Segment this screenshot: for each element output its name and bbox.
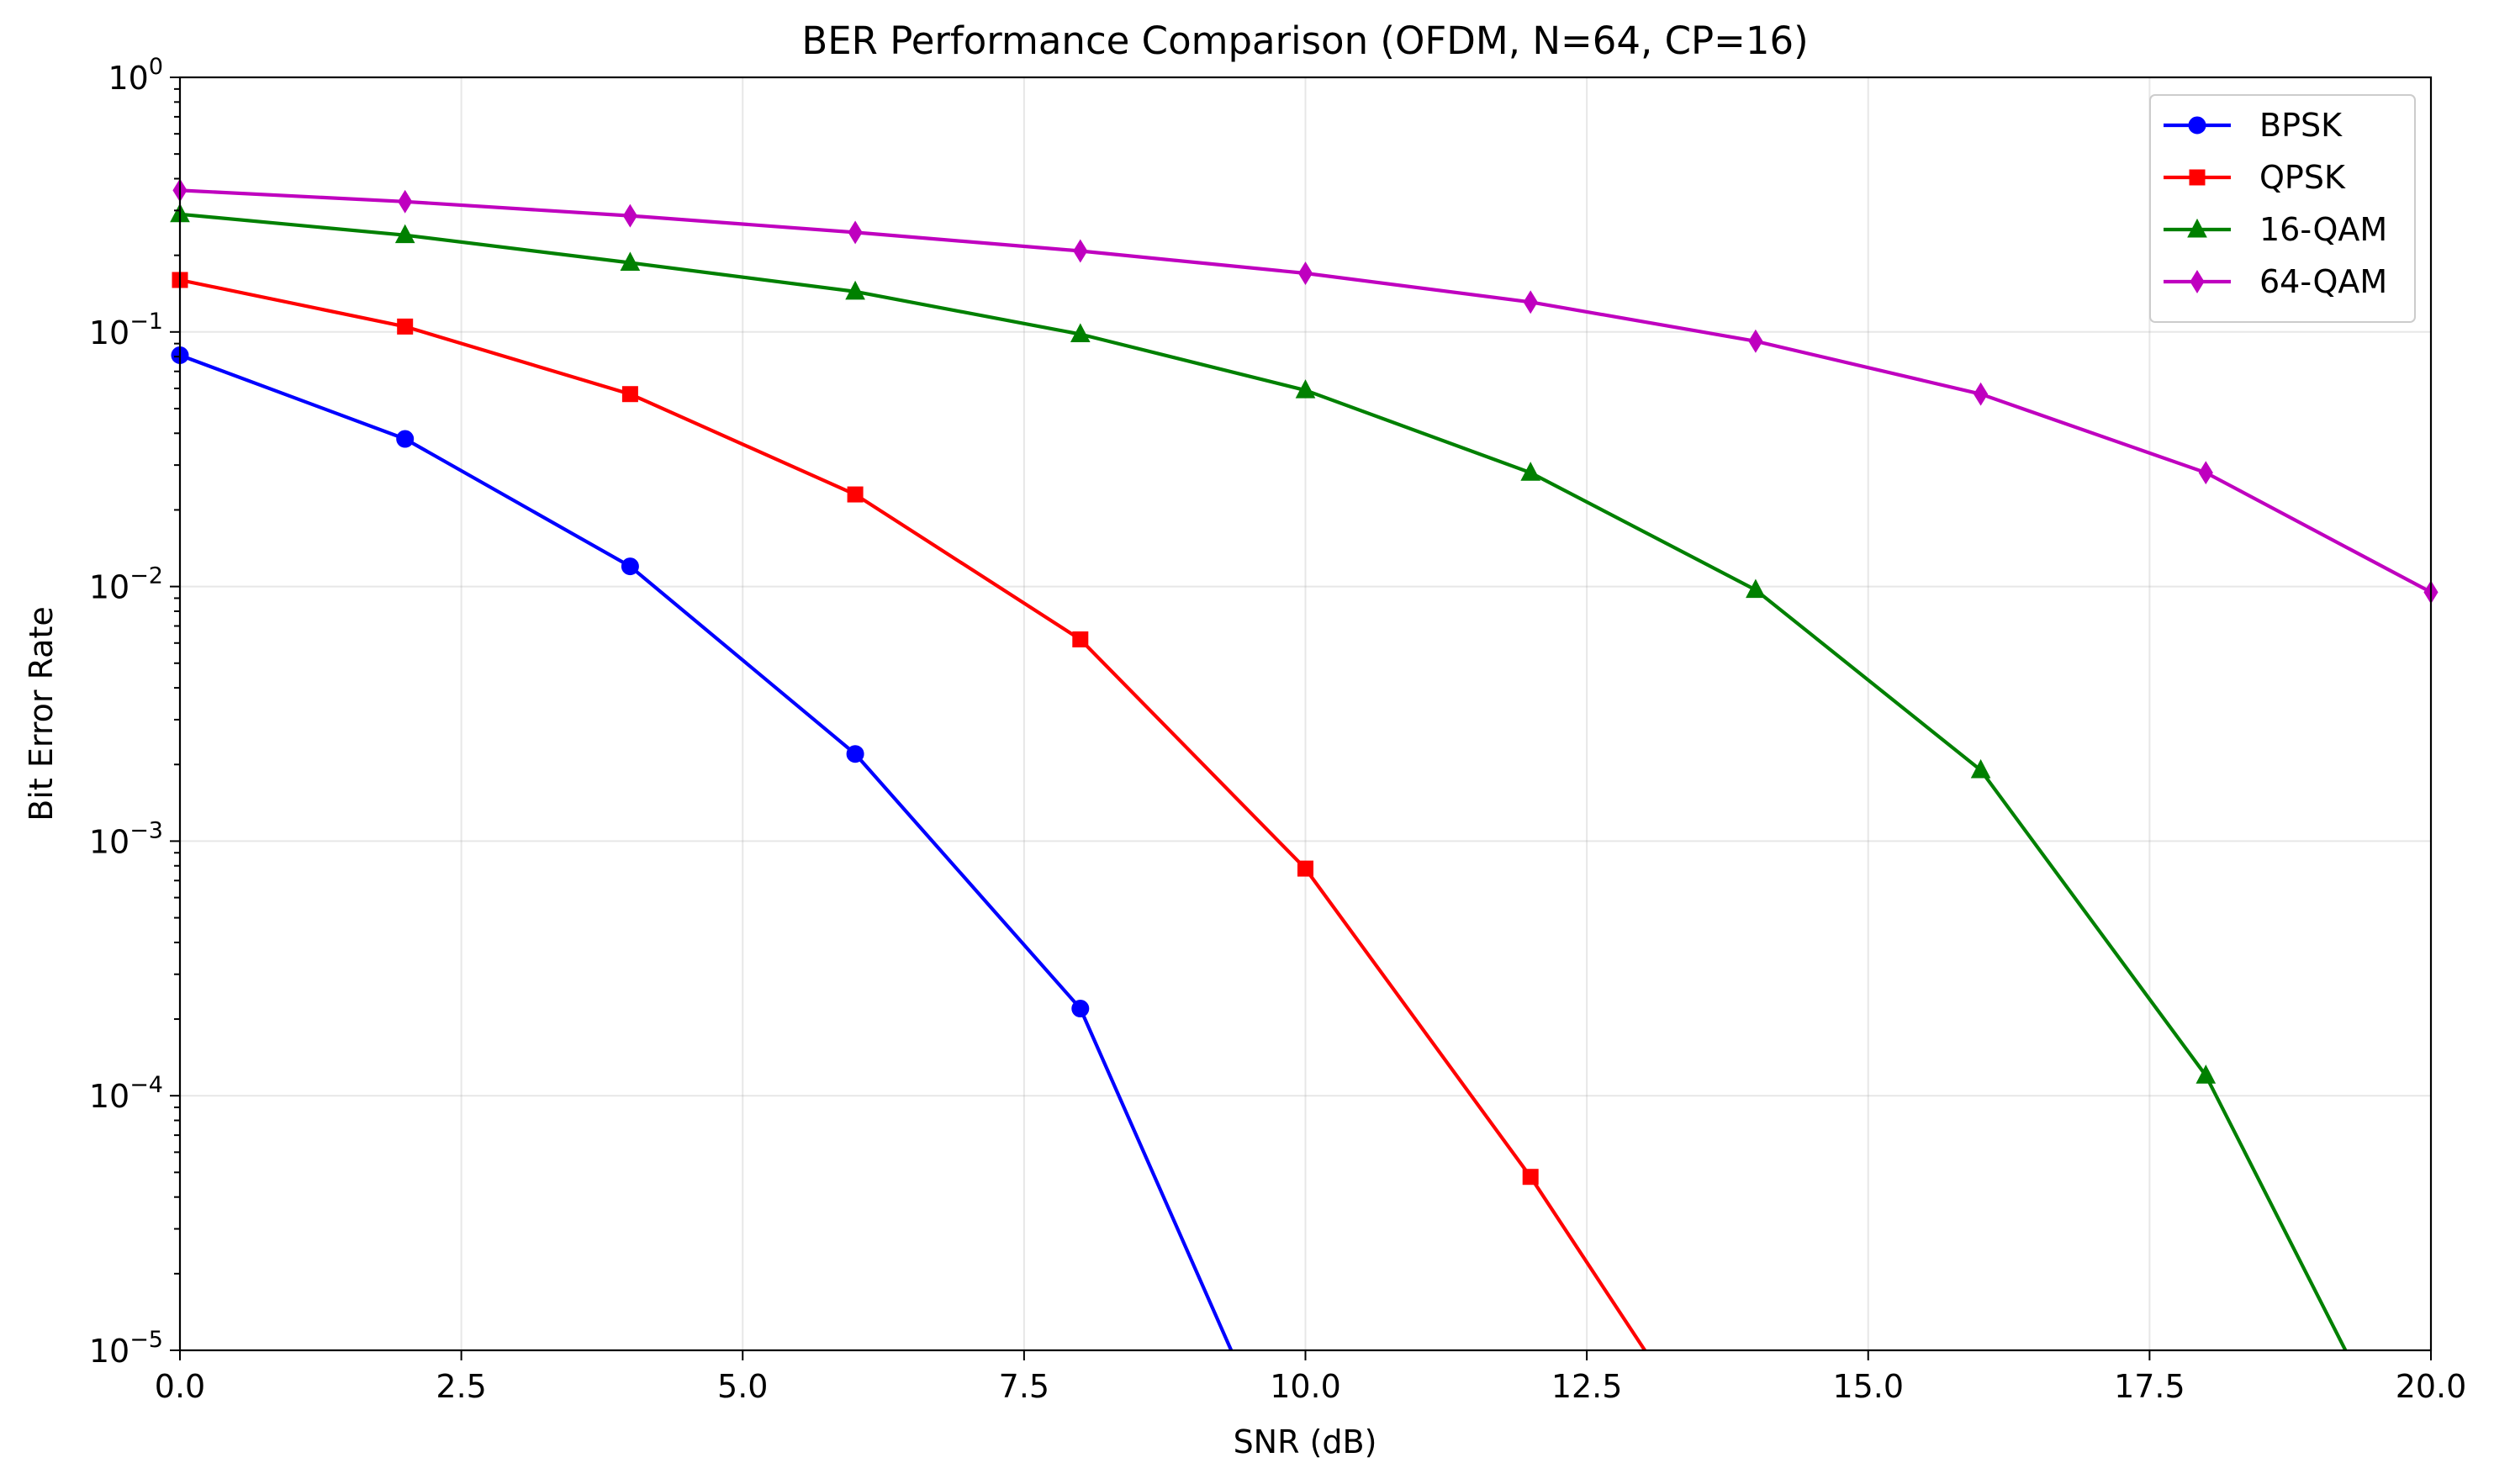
series-bpsk: [171, 346, 1234, 1350]
data-point: [2195, 1064, 2217, 1084]
x-tick-label: 15.0: [1832, 1368, 1904, 1405]
legend-item-16-qam: 16-QAM: [2164, 211, 2387, 248]
data-point: [394, 224, 415, 244]
data-point: [621, 557, 639, 576]
legend-item-64-qam: 64-QAM: [2164, 263, 2387, 300]
data-point: [847, 486, 864, 503]
y-tick-label: 10−2: [89, 563, 163, 606]
series-qpsk: [172, 272, 1647, 1350]
legend-marker: [2189, 169, 2206, 186]
legend-label: 64-QAM: [2259, 263, 2387, 300]
data-point: [1974, 382, 1989, 406]
legend-item-qpsk: QPSK: [2164, 159, 2346, 196]
y-tick-label: 10−4: [89, 1072, 163, 1115]
x-axis-ticks: 0.0 2.5 5.0 7.5 10.0 12.5 15.0 17.5 20.0: [155, 1350, 2467, 1405]
data-point: [848, 220, 863, 245]
data-point: [1746, 578, 1766, 599]
data-point: [621, 386, 638, 403]
series-64-qam: [172, 178, 2439, 605]
data-point: [1072, 631, 1089, 647]
data-point: [1071, 1000, 1090, 1018]
data-point: [398, 189, 413, 214]
legend-label: 16-QAM: [2259, 211, 2387, 248]
x-tick-label: 12.5: [1551, 1368, 1623, 1405]
data-point: [1523, 290, 1538, 314]
x-tick-label: 0.0: [155, 1368, 205, 1405]
y-tick-label: 100: [108, 54, 163, 97]
x-tick-label: 5.0: [717, 1368, 768, 1405]
x-tick-label: 17.5: [2114, 1368, 2185, 1405]
data-point: [397, 318, 414, 335]
x-tick-label: 20.0: [2396, 1368, 2467, 1405]
y-tick-label: 10−5: [89, 1327, 163, 1370]
y-axis-label: Bit Error Rate: [23, 606, 60, 821]
data-point: [1297, 261, 1313, 285]
data-point: [1522, 1169, 1539, 1186]
chart-title: BER Performance Comparison (OFDM, N=64, …: [801, 18, 1808, 63]
series-layer: [170, 178, 2439, 1350]
y-tick-label: 10−1: [89, 309, 163, 351]
data-point: [622, 203, 637, 228]
data-point: [1520, 462, 1541, 481]
series-16-qam: [170, 203, 2348, 1350]
data-point: [396, 430, 415, 448]
x-tick-label: 10.0: [1270, 1368, 1341, 1405]
legend-marker: [2187, 218, 2207, 238]
legend-label: BPSK: [2259, 107, 2343, 144]
y-axis-ticks: 100 10−1 10−2 10−3 10−4 10−5: [89, 54, 180, 1370]
legend-marker: [2190, 270, 2205, 293]
legend-item-bpsk: BPSK: [2164, 107, 2343, 144]
x-tick-label: 2.5: [436, 1368, 486, 1405]
data-point: [1970, 758, 1991, 779]
data-point: [1073, 239, 1088, 263]
data-point: [620, 251, 641, 271]
data-point: [1295, 379, 1316, 399]
data-point: [1748, 329, 1763, 353]
data-point: [846, 745, 864, 763]
legend-box: [2149, 94, 2416, 323]
data-point: [845, 280, 865, 300]
data-point: [1297, 860, 1313, 877]
series-line-qpsk: [180, 277, 1647, 1350]
x-tick-label: 7.5: [999, 1368, 1049, 1405]
x-axis-label: SNR (dB): [1234, 1423, 1377, 1460]
legend: BPSK QPSK 16-QAM 64-QAM: [2149, 94, 2416, 323]
legend-label: QPSK: [2259, 159, 2346, 196]
legend-marker: [2188, 116, 2206, 135]
data-point: [1070, 323, 1091, 342]
data-point: [2198, 461, 2213, 485]
y-tick-label: 10−3: [89, 817, 163, 860]
series-line-bpsk: [180, 353, 1234, 1350]
